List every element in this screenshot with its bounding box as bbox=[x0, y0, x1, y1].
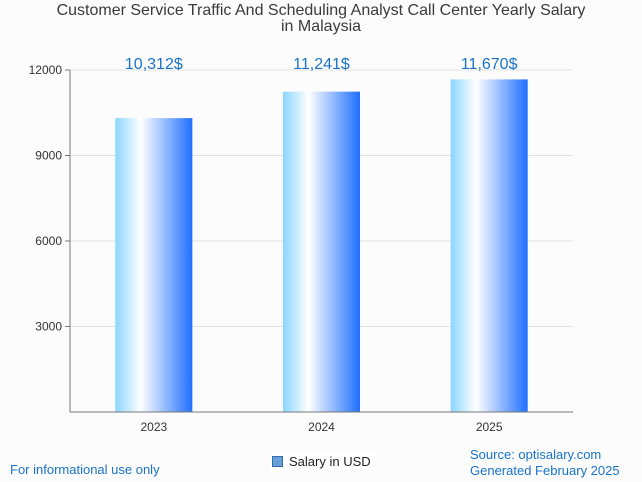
x-tick-label: 2024 bbox=[308, 420, 335, 434]
footer-disclaimer: For informational use only bbox=[10, 462, 160, 477]
chart-title: Customer Service Traffic And Scheduling … bbox=[0, 3, 642, 35]
footer-source-block: Source: optisalary.com Generated Februar… bbox=[470, 447, 620, 479]
bars bbox=[115, 79, 528, 412]
y-tick-label: 12000 bbox=[29, 63, 63, 77]
bar-2023 bbox=[115, 118, 193, 412]
y-tick-label: 6000 bbox=[35, 234, 62, 248]
x-tick-label: 2023 bbox=[140, 420, 167, 434]
chart-title-line-1: Customer Service Traffic And Scheduling … bbox=[56, 2, 586, 19]
data-label-2025: 11,670$ bbox=[461, 56, 518, 73]
legend-swatch bbox=[272, 456, 283, 467]
legend: Salary in USD bbox=[270, 452, 377, 471]
y-tick-label: 9000 bbox=[35, 149, 62, 163]
x-axis-tick-labels: 2023 2024 2025 bbox=[140, 420, 502, 434]
data-label-2024: 11,241$ bbox=[293, 56, 350, 73]
legend-label: Salary in USD bbox=[289, 454, 371, 469]
footer-source: Source: optisalary.com bbox=[470, 447, 602, 462]
y-axis-tick-labels: 3000 6000 9000 12000 bbox=[29, 63, 63, 334]
y-tick-label: 3000 bbox=[35, 320, 62, 334]
data-label-2023: 10,312$ bbox=[125, 56, 183, 73]
chart-title-line-2: in Malaysia bbox=[280, 18, 362, 35]
footer-generated: Generated February 2025 bbox=[470, 463, 620, 478]
bar-2025 bbox=[450, 79, 528, 412]
bar-2024 bbox=[283, 91, 360, 412]
x-tick-label: 2025 bbox=[476, 420, 503, 434]
data-labels: 10,312$ 11,241$ 11,670$ bbox=[125, 56, 518, 73]
